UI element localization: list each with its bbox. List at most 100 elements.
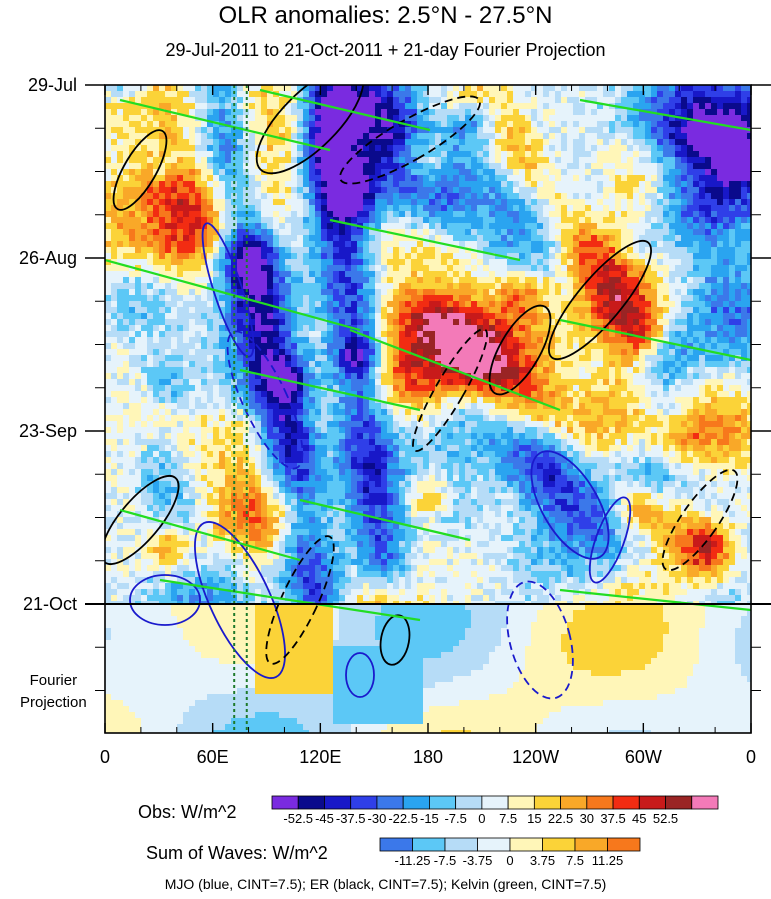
kelvin-contour-7 xyxy=(299,498,471,542)
wave-contour-3 xyxy=(345,652,375,698)
y-tick-label-0: 29-Jul xyxy=(28,75,77,95)
kelvin-contour-8 xyxy=(159,578,421,622)
obs-colorbar-box-9 xyxy=(507,795,535,810)
chart-title: OLR anomalies: 2.5°N - 27.5°N xyxy=(218,2,553,29)
waves-colorbar-box-1 xyxy=(412,837,446,852)
obs-colorbar-box-3 xyxy=(350,795,378,810)
waves-colorbar-box-4 xyxy=(509,837,543,852)
obs-colorbar-level-5: -15 xyxy=(420,811,439,826)
kelvin-contour-0 xyxy=(105,258,361,332)
axes: 0 60E 120E 180 120W 60W 0 29-Jul 26-Aug 23-Sep 21-… xyxy=(19,75,771,767)
chart-subtitle: 29-Jul-2011 to 21-Oct-2011 + 21-day Four… xyxy=(165,40,606,60)
y-tick-label-3: 21-Oct xyxy=(23,594,77,614)
wave-contour-5 xyxy=(588,496,632,584)
obs-colorbar-box-15 xyxy=(665,795,693,810)
kelvin-contour-3 xyxy=(329,218,521,262)
waves-colorbar-label: Sum of Waves: W/m^2 xyxy=(146,843,328,863)
x-tick-label-0: 0 xyxy=(100,747,110,767)
obs-colorbar-box-13 xyxy=(612,795,640,810)
fourier-projection-label: Fourier Projection xyxy=(20,670,87,714)
waves-colorbar-level-1: -7.5 xyxy=(434,853,456,868)
obs-colorbar-level-0: -52.5 xyxy=(283,811,313,826)
obs-colorbar-level-11: 30 xyxy=(580,811,594,826)
wave-contour-7 xyxy=(506,580,574,700)
waves-colorbar-level-5: 7.5 xyxy=(566,853,584,868)
x-tick-label-3: 180 xyxy=(413,747,443,767)
olr-anomaly-field xyxy=(105,85,751,733)
obs-colorbar-box-4 xyxy=(376,795,404,810)
obs-colorbar-box-6 xyxy=(429,795,457,810)
obs-colorbar-level-10: 22.5 xyxy=(548,811,573,826)
wave-contour-0 xyxy=(201,222,255,358)
obs-colorbar-box-8 xyxy=(481,795,509,810)
waves-colorbar-box-0 xyxy=(379,837,413,852)
x-tick-label-5: 60W xyxy=(625,747,662,767)
waves-colorbar-level-6: 11.25 xyxy=(592,853,624,868)
kelvin-contour-6 xyxy=(119,508,301,562)
fourier-label-line1: Fourier xyxy=(29,672,78,689)
obs-colorbar-box-1 xyxy=(297,795,325,810)
wave-contour-17 xyxy=(661,468,739,572)
wave-contour-4 xyxy=(530,450,610,560)
waves-colorbar-level-4: 3.75 xyxy=(530,853,555,868)
obs-colorbar-level-1: -45 xyxy=(315,811,334,826)
wave-contour-1 xyxy=(194,521,286,679)
obs-colorbar-box-14 xyxy=(638,795,666,810)
waves-colorbar-level-2: -3.75 xyxy=(463,853,493,868)
legend-caption: MJO (blue, CINT=7.5); ER (black, CINT=7.… xyxy=(164,876,607,892)
wave-contour-14 xyxy=(265,535,335,665)
obs-colorbar-level-14: 52.5 xyxy=(653,811,678,826)
wave-contour-10 xyxy=(112,129,168,211)
waves-colorbar-box-5 xyxy=(542,837,576,852)
kelvin-contour-2 xyxy=(349,328,561,412)
kelvin-contour-4 xyxy=(559,318,751,362)
kelvin-contour-10 xyxy=(579,98,751,132)
obs-colorbar-level-2: -37.5 xyxy=(336,811,366,826)
wave-contours xyxy=(105,85,751,700)
wave-contour-13 xyxy=(105,475,180,565)
obs-colorbar-box-0 xyxy=(271,795,299,810)
kelvin-contour-1 xyxy=(119,98,331,152)
kelvin-contour-5 xyxy=(239,368,421,412)
wave-contour-8 xyxy=(255,85,365,175)
obs-colorbar-box-10 xyxy=(533,795,561,810)
obs-colorbar-box-16 xyxy=(691,795,719,810)
x-tick-label-4: 120W xyxy=(512,747,559,767)
obs-colorbar-level-3: -30 xyxy=(368,811,387,826)
obs-colorbar-level-8: 7.5 xyxy=(499,811,517,826)
obs-colorbar-level-9: 15 xyxy=(527,811,541,826)
y-tick-label-2: 23-Sep xyxy=(19,421,77,441)
obs-colorbar-label: Obs: W/m^2 xyxy=(138,802,237,822)
x-tick-label-1: 60E xyxy=(197,747,229,767)
waves-colorbar-level-3: 0 xyxy=(506,853,513,868)
waves-colorbar-box-2 xyxy=(444,837,478,852)
obs-colorbar-box-5 xyxy=(402,795,430,810)
colorbars: -52.5 -45 -37.5 -30 -22.5 -15 -7.5 0 7.5 15 22.5 30… xyxy=(271,795,719,868)
wave-contour-15 xyxy=(488,304,552,396)
obs-colorbar-box-11 xyxy=(560,795,588,810)
obs-colorbar-level-13: 45 xyxy=(632,811,646,826)
obs-colorbar-box-7 xyxy=(455,795,483,810)
obs-colorbar-level-12: 37.5 xyxy=(600,811,625,826)
obs-colorbar-level-4: -22.5 xyxy=(388,811,418,826)
y-tick-label-1: 26-Aug xyxy=(19,248,77,268)
wave-contour-12 xyxy=(412,328,488,452)
waves-colorbar-box-3 xyxy=(477,837,511,852)
fourier-label-line2: Projection xyxy=(20,694,87,711)
obs-colorbar-box-2 xyxy=(324,795,352,810)
wave-contour-6 xyxy=(129,574,201,626)
x-tick-label-6: 0 xyxy=(746,747,756,767)
wave-contour-16 xyxy=(379,614,411,666)
obs-colorbar-box-12 xyxy=(586,795,614,810)
x-tick-label-2: 120E xyxy=(299,747,341,767)
kelvin-contour-9 xyxy=(559,588,751,612)
waves-colorbar-level-0: -11.25 xyxy=(395,853,431,868)
reference-longitude-lines xyxy=(85,85,771,733)
waves-colorbar-box-7 xyxy=(607,837,641,852)
kelvin-contour-11 xyxy=(259,88,431,132)
waves-colorbar-box-6 xyxy=(574,837,608,852)
obs-colorbar-level-6: -7.5 xyxy=(444,811,466,826)
obs-colorbar-level-7: 0 xyxy=(478,811,485,826)
wave-contour-11 xyxy=(548,239,652,361)
